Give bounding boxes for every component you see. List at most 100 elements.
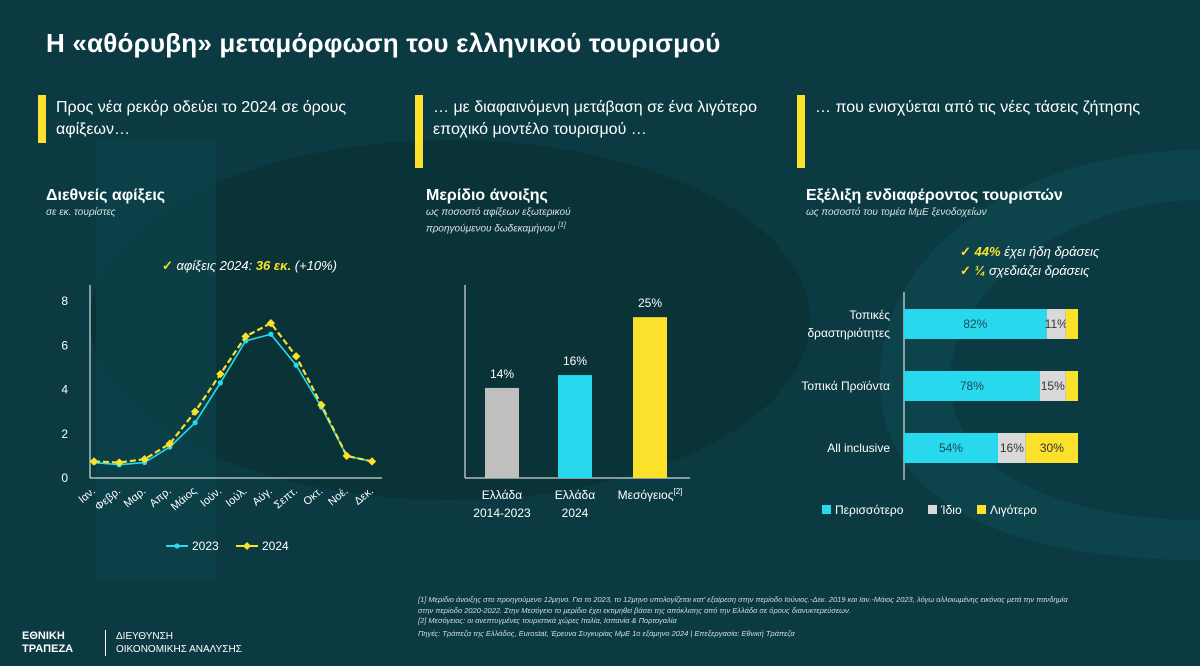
department-line1: ΔΙΕΥΘΥΝΣΗ — [116, 631, 173, 642]
category-label: δραστηριότητες — [807, 326, 890, 340]
point-2024 — [165, 439, 175, 448]
interest-note-1-text: έχει ήδη δράσεις — [1000, 244, 1100, 259]
segment-label: 82% — [963, 317, 987, 331]
y-tick-label: 8 — [61, 294, 68, 308]
arrivals-chart-title: Διεθνείς αφίξεις — [46, 187, 166, 204]
interest-note-2-value: ¼ — [974, 263, 986, 278]
category-label: Μεσόγειος[2] — [618, 487, 683, 502]
footnote-1-line-1: [1] Μερίδιο άνοιξης στο προηγούμενο 12μη… — [418, 595, 1068, 604]
stacked-segment-Ίδιο — [997, 433, 1026, 463]
footnotes: [1] Μερίδιο άνοιξης στο προηγούμενο 12μη… — [418, 595, 1188, 639]
interest-note-1-value: 44% — [974, 244, 1001, 259]
headline-accent-1 — [38, 95, 46, 143]
department-name: ΔΙΕΥΘΥΝΣΗ ΟΙΚΟΝΟΜΙΚΗΣ ΑΝΑΛΥΣΗΣ — [116, 630, 242, 656]
footnote-2: [2] Μεσόγειος: οι ανεπτυγμένες τουριστικ… — [418, 616, 677, 625]
legend-label-2024: 2024 — [262, 539, 289, 553]
series-line-2024 — [93, 321, 373, 464]
bar — [558, 375, 592, 478]
point-2023 — [268, 331, 274, 337]
footnote-1-line-2: στην περίοδο 2020-2022. Στην Μεσόγειο το… — [418, 605, 851, 615]
segment-label: 11% — [1045, 317, 1068, 331]
category-label: Ελλάδα — [482, 488, 522, 502]
check-icon: ✓ — [162, 258, 177, 273]
legend-label-2023: 2023 — [192, 539, 219, 553]
point-2024 — [140, 455, 149, 464]
y-tick-label: 2 — [61, 427, 68, 441]
segment-label: 78% — [960, 379, 984, 393]
bar-value-label: 25% — [638, 296, 662, 310]
category-label: Τοπικά Προϊόντα — [801, 379, 890, 393]
point-2024 — [291, 352, 301, 361]
department-line2: ΟΙΚΟΝΟΜΙΚΗΣ ΑΝΑΛΥΣΗΣ — [116, 644, 242, 655]
point-2024 — [89, 457, 99, 466]
point-2024 — [241, 332, 250, 341]
stacked-segment-Περισσότερο — [904, 309, 1047, 339]
legend-marker-2023 — [174, 543, 180, 549]
point-2023 — [192, 420, 198, 426]
legend-swatch-Ίδιο — [928, 505, 937, 514]
point-2023 — [293, 362, 299, 368]
point-2024 — [190, 407, 200, 416]
arrivals-note-text: αφίξεις 2024: — [176, 258, 253, 273]
page-title: Η «αθόρυβη» μεταμόρφωση του ελληνικού το… — [46, 28, 721, 58]
legend-label-Περισσότερο: Περισσότερο — [835, 503, 904, 517]
bar — [485, 387, 519, 478]
interest-note-2-text: σχεδιάζει δράσεις — [985, 263, 1090, 278]
bar — [633, 317, 667, 478]
segment-label: 54% — [939, 441, 963, 455]
check-icon: ✓ — [960, 263, 975, 278]
legend-swatch-Λιγότερο — [977, 505, 986, 514]
stacked-segment-Λιγότερο — [1065, 371, 1078, 401]
headline-1: Προς νέα ρεκόρ οδεύει το 2024 σε όρους α… — [56, 99, 347, 138]
interest-note-1: ✓ 44% έχει ήδη δράσεις — [960, 244, 1099, 260]
interest-note-2: ✓ ¼ σχεδιάζει δράσεις — [960, 263, 1089, 279]
category-label: All inclusive — [827, 441, 890, 455]
segment-label: 16% — [1000, 441, 1024, 455]
arrivals-note-value: 36 εκ. — [255, 258, 292, 273]
share-chart-subtitle-ref: [1] — [558, 222, 566, 229]
category-label: 2014-2023 — [473, 506, 531, 520]
arrivals-chart-subtitle: σε εκ. τουρίστες — [46, 207, 116, 218]
legend-label-Λιγότερο: Λιγότερο — [990, 503, 1037, 517]
point-2024 — [317, 400, 326, 410]
category-label: 2024 — [562, 506, 589, 520]
arrivals-note: ✓ αφίξεις 2024: 36 εκ. (+10%) — [162, 258, 337, 274]
headline-accent-2 — [415, 95, 423, 168]
stacked-segment-Περισσότερο — [904, 433, 998, 463]
check-icon: ✓ — [960, 244, 975, 259]
footnote-sources: Πηγές: Τράπεζα της Ελλάδος, Eurostat, Έρ… — [418, 628, 795, 638]
share-chart-subtitle-line2: προηγούμενου δωδεκαμήνου — [426, 223, 556, 235]
point-2023 — [217, 380, 223, 386]
point-2024 — [266, 318, 276, 328]
y-tick-label: 4 — [61, 383, 68, 397]
stacked-segment-Περισσότερο — [904, 371, 1040, 401]
stacked-segment-Ίδιο — [1046, 309, 1066, 339]
headline-2: … με διαφαινόμενη μετάβαση σε ένα λιγότε… — [433, 99, 758, 138]
bank-logo-line2: ΤΡΑΠΕΖΑ — [22, 643, 74, 655]
y-tick-label: 0 — [61, 471, 68, 485]
category-ref: [2] — [674, 487, 683, 496]
point-2024 — [115, 458, 124, 467]
headline-3: … που ενισχύεται από τις νέες τάσεις ζήτ… — [815, 99, 1141, 116]
legend-label-Ίδιο: Ίδιο — [940, 503, 962, 517]
interest-chart-title: Εξέλιξη ενδιαφέροντος τουριστών — [806, 187, 1063, 204]
segment-label: 15% — [1041, 379, 1065, 393]
stacked-segment-Λιγότερο — [1025, 433, 1078, 463]
interest-chart-subtitle: ως ποσοστό του τομέα ΜμΕ ξενοδοχείων — [806, 207, 987, 218]
logo-divider — [105, 630, 106, 656]
segment-label: 30% — [1040, 441, 1064, 455]
legend-marker-2024 — [243, 542, 251, 550]
point-2024 — [216, 369, 225, 379]
y-tick-label: 6 — [61, 338, 68, 352]
share-chart-title: Μερίδιο άνοιξης — [426, 187, 548, 204]
bank-logo-line1: ΕΘΝΙΚΗ — [22, 630, 65, 642]
category-label: Τοπικές — [849, 308, 890, 322]
category-label: Ελλάδα — [555, 488, 595, 502]
bar-value-label: 16% — [563, 354, 587, 368]
arrivals-note-change: (+10%) — [294, 258, 337, 273]
series-line-2023 — [93, 333, 373, 466]
share-chart-subtitle: ως ποσοστό αφίξεων εξωτερικού προηγούμενο… — [426, 206, 571, 235]
